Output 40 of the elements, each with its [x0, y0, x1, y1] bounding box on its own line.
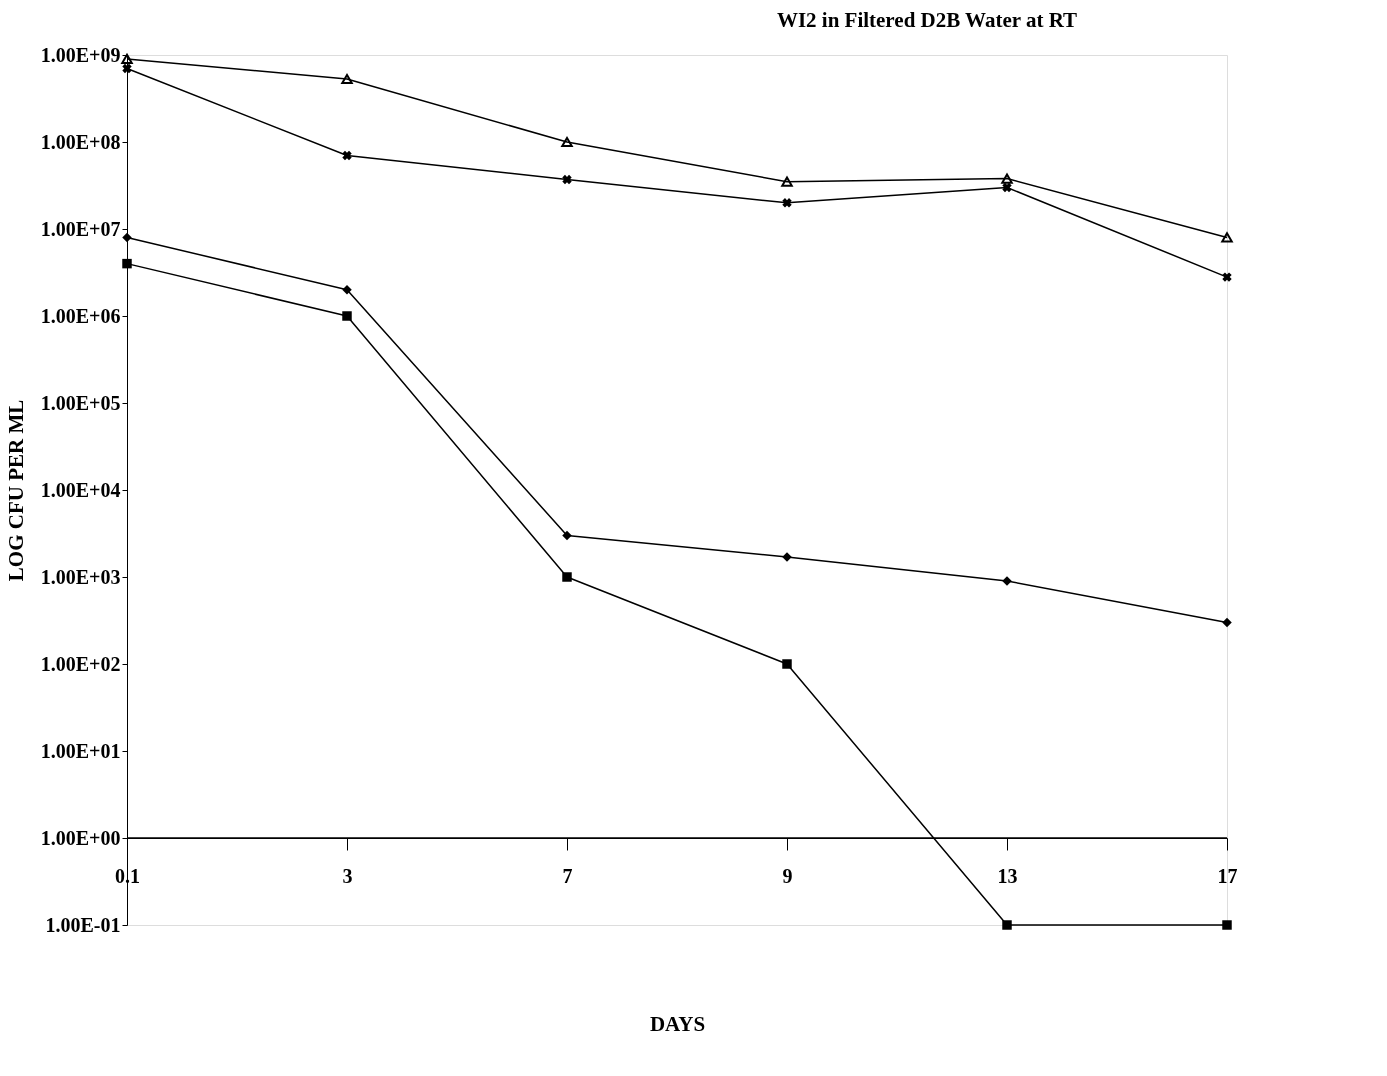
x-tick-label: 13	[997, 864, 1018, 887]
y-tick-label: 1.00E+09	[40, 43, 121, 66]
x-tick-label: 7	[562, 864, 573, 887]
point	[562, 572, 572, 582]
x-tick-label: 9	[782, 864, 793, 887]
y-tick-label: 1.00E+06	[40, 304, 121, 327]
y-tick-label: 1.00E+01	[40, 739, 121, 762]
point	[342, 150, 352, 161]
point	[122, 63, 132, 74]
point	[1222, 617, 1232, 628]
y-tick-label: 1.00E+04	[40, 478, 121, 501]
y-tick-label: 1.00E+08	[40, 130, 121, 153]
point	[122, 258, 132, 269]
y-tick-label: 1.00E+00	[40, 826, 121, 849]
point	[782, 659, 792, 669]
point	[562, 530, 572, 541]
point	[1002, 182, 1012, 193]
y-tick-label: 1.00E+07	[40, 217, 121, 240]
y-axis-title: LOG CFU PER ML	[3, 399, 28, 582]
x-tick-label: 17	[1217, 864, 1238, 887]
y-tick-label: 1.00E+02	[40, 652, 121, 675]
point	[342, 311, 352, 321]
y-tick-label: 1.00E-01	[45, 913, 121, 936]
point	[562, 174, 572, 185]
x-tick-label: 3	[342, 864, 353, 887]
point	[1001, 173, 1013, 184]
chart-title: WI2 in Filtered D2B Water at RT	[776, 8, 1078, 32]
point	[1222, 272, 1232, 282]
point	[782, 198, 792, 208]
y-tick-label: 1.00E+03	[40, 565, 121, 588]
point	[1221, 232, 1233, 243]
y-tick-label: 1.00E+05	[40, 391, 121, 414]
point	[1222, 920, 1232, 930]
point	[781, 176, 793, 187]
point	[1002, 920, 1012, 930]
x-axis-title: DAYS	[649, 1011, 706, 1036]
point	[341, 73, 353, 85]
point	[561, 136, 573, 148]
point	[122, 232, 132, 243]
point	[121, 53, 133, 65]
